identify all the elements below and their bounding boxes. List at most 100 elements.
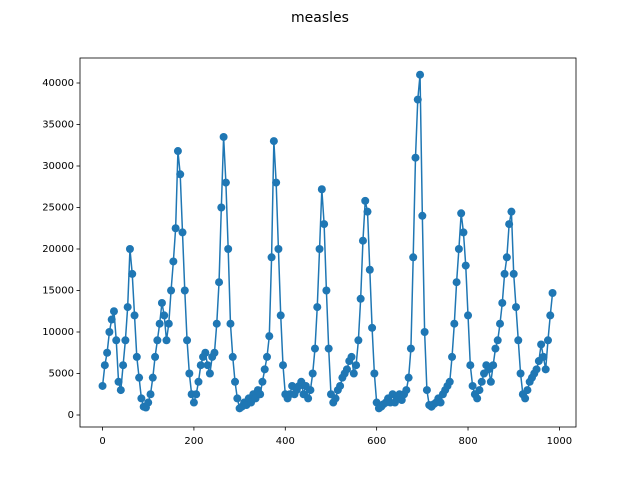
data-point <box>411 153 420 162</box>
data-point <box>475 386 484 395</box>
data-point <box>164 319 173 328</box>
data-point <box>489 361 498 370</box>
data-point <box>162 336 171 345</box>
data-point <box>130 311 139 320</box>
data-point <box>409 253 418 262</box>
y-tick-label: 30000 <box>42 161 74 172</box>
data-point <box>473 394 482 403</box>
data-point <box>491 344 500 353</box>
data-point <box>146 390 155 399</box>
data-point <box>173 147 182 156</box>
data-point <box>466 361 475 370</box>
data-point <box>189 398 198 407</box>
data-point <box>336 381 345 390</box>
data-point <box>128 269 137 278</box>
data-point <box>422 386 431 395</box>
data-point <box>368 323 377 332</box>
data-point <box>151 352 160 361</box>
data-point <box>315 244 324 253</box>
data-point <box>500 269 509 278</box>
data-point <box>137 394 146 403</box>
data-point <box>185 369 194 378</box>
data-point <box>272 178 281 187</box>
data-point <box>313 303 322 312</box>
data-point <box>416 70 425 79</box>
data-point <box>358 236 367 245</box>
data-point <box>543 336 552 345</box>
y-tick-label: 10000 <box>42 327 74 338</box>
data-point <box>233 394 242 403</box>
data-point <box>450 319 459 328</box>
data-point <box>100 361 109 370</box>
data-point <box>511 303 520 312</box>
data-point <box>260 365 269 374</box>
data-point <box>541 365 550 374</box>
x-tick-label: 200 <box>184 436 203 447</box>
data-point <box>105 327 114 336</box>
data-point <box>263 352 272 361</box>
data-point <box>317 185 326 194</box>
data-point <box>183 336 192 345</box>
data-point <box>352 361 361 370</box>
data-point <box>215 278 224 287</box>
data-point <box>539 352 548 361</box>
data-point <box>160 311 169 320</box>
data-point <box>461 261 470 270</box>
data-point <box>269 137 278 146</box>
data-point <box>114 377 123 386</box>
data-point <box>370 369 379 378</box>
x-tick-label: 0 <box>99 436 105 447</box>
y-tick-label: 5000 <box>49 368 74 379</box>
data-point <box>418 211 427 220</box>
data-point <box>514 336 523 345</box>
data-point <box>493 336 502 345</box>
data-point <box>402 386 411 395</box>
data-point <box>178 228 187 237</box>
data-point <box>546 311 555 320</box>
data-point <box>135 373 144 382</box>
data-point <box>167 286 176 295</box>
data-point <box>194 377 203 386</box>
data-point <box>274 244 283 253</box>
data-point <box>365 265 374 274</box>
data-point <box>107 315 116 324</box>
data-point <box>404 373 413 382</box>
data-point <box>196 361 205 370</box>
data-point <box>413 95 422 104</box>
data-point <box>121 336 130 345</box>
data-point <box>169 257 178 266</box>
data-point <box>171 224 180 233</box>
data-point <box>354 336 363 345</box>
data-point <box>212 319 221 328</box>
data-point <box>322 286 331 295</box>
data-point <box>516 369 525 378</box>
y-tick-label: 15000 <box>42 285 74 296</box>
data-point <box>132 352 141 361</box>
data-point <box>406 344 415 353</box>
data-point <box>192 390 201 399</box>
data-point <box>532 365 541 374</box>
data-point <box>157 298 166 307</box>
data-point <box>363 207 372 216</box>
data-point <box>361 196 370 205</box>
data-point <box>219 132 228 141</box>
plot-frame <box>79 57 577 428</box>
data-point <box>324 344 333 353</box>
data-point <box>258 377 267 386</box>
y-tick-label: 20000 <box>42 244 74 255</box>
data-point <box>109 307 118 316</box>
data-point <box>537 340 546 349</box>
data-point <box>256 390 265 399</box>
data-point <box>331 394 340 403</box>
data-point <box>448 352 457 361</box>
data-point <box>221 178 230 187</box>
data-point <box>203 361 212 370</box>
data-point <box>123 303 132 312</box>
x-tick-label: 400 <box>276 436 295 447</box>
data-point <box>342 365 351 374</box>
data-point <box>228 352 237 361</box>
data-point <box>502 253 511 262</box>
data-point <box>226 319 235 328</box>
data-point <box>486 377 495 386</box>
